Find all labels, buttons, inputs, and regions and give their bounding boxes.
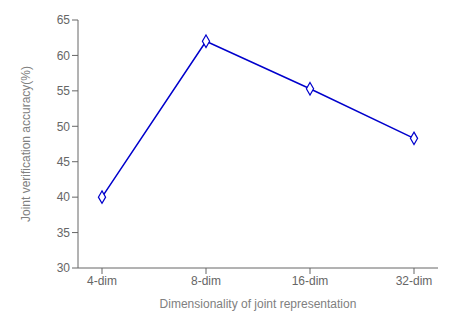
svg-text:35: 35 bbox=[57, 226, 71, 240]
svg-text:65: 65 bbox=[57, 13, 71, 27]
svg-text:40: 40 bbox=[57, 190, 71, 204]
svg-text:30: 30 bbox=[57, 261, 71, 275]
svg-text:8-dim: 8-dim bbox=[191, 274, 221, 288]
svg-text:55: 55 bbox=[57, 84, 71, 98]
svg-text:45: 45 bbox=[57, 155, 71, 169]
svg-text:4-dim: 4-dim bbox=[87, 274, 117, 288]
svg-text:60: 60 bbox=[57, 49, 71, 63]
svg-text:Joint verification accuracy(%): Joint verification accuracy(%) bbox=[19, 66, 33, 222]
svg-text:Dimensionality of joint repres: Dimensionality of joint representation bbox=[160, 297, 357, 311]
svg-text:50: 50 bbox=[57, 120, 71, 134]
svg-text:16-dim: 16-dim bbox=[292, 274, 329, 288]
svg-text:32-dim: 32-dim bbox=[396, 274, 433, 288]
